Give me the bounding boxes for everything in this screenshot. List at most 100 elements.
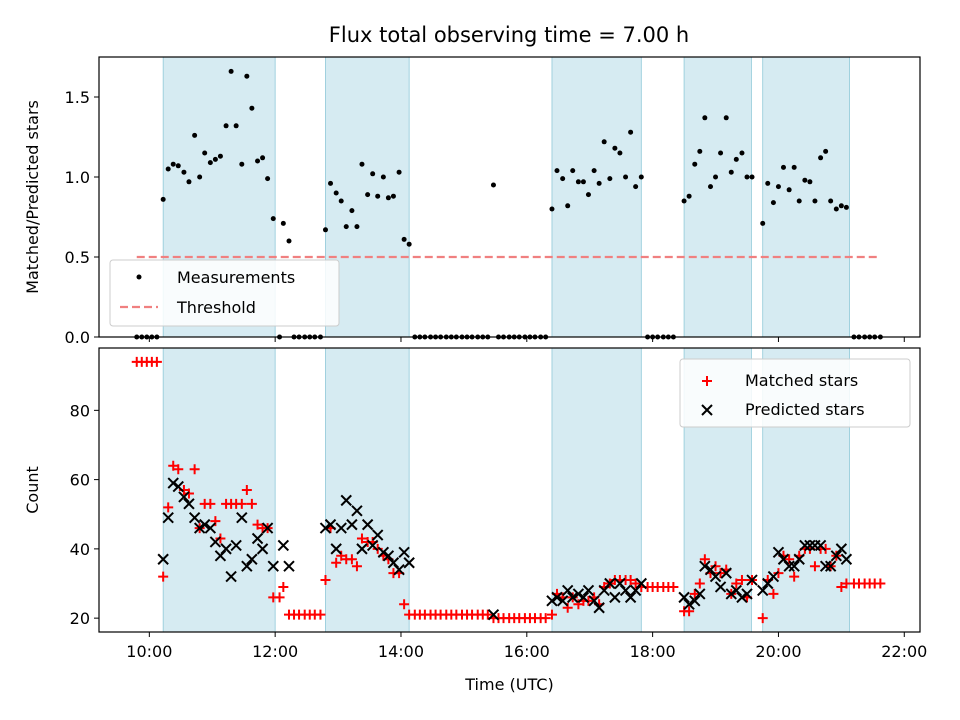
measurements-point-111 <box>723 115 729 121</box>
measurements-point-116 <box>749 174 755 180</box>
measurements-point-5 <box>160 196 166 202</box>
measurements-point-113 <box>733 156 739 162</box>
measurements-point-103 <box>681 198 687 204</box>
measurements-point-10 <box>186 179 192 185</box>
predicted-stars-point-41 <box>487 608 500 621</box>
predicted-stars-point-4 <box>178 491 190 503</box>
predicted-stars-point-15 <box>236 511 248 524</box>
legend-matched-marker <box>702 376 712 386</box>
measurements-point-52 <box>406 241 412 247</box>
predicted-stars-point-85 <box>814 539 827 552</box>
measurements-point-24 <box>260 155 266 161</box>
measurements-point-107 <box>702 115 708 121</box>
measurements-point-23 <box>255 158 261 164</box>
legend-measurements-marker <box>136 274 142 280</box>
y-axis-label: Count <box>23 466 42 514</box>
matched-stars-point-129 <box>820 543 831 554</box>
measurements-point-38 <box>333 190 339 196</box>
measurements-point-41 <box>349 208 355 214</box>
measurements-point-90 <box>607 176 613 182</box>
observing-interval-2 <box>325 347 410 633</box>
measurements-point-114 <box>739 150 745 156</box>
predicted-stars-point-86 <box>819 560 832 572</box>
measurements-point-132 <box>838 203 844 209</box>
predicted-stars-point-7 <box>193 522 206 534</box>
measurements-point-37 <box>328 180 334 186</box>
matched-stars-point-11 <box>189 464 200 475</box>
predicted-stars-point-27 <box>335 522 347 534</box>
measurements-point-22 <box>249 105 255 111</box>
observing-interval-3 <box>551 56 642 338</box>
matched-stars-point-67 <box>482 609 493 620</box>
measurements-point-88 <box>596 180 602 186</box>
predicted-stars-point-60 <box>678 591 690 604</box>
measurements-point-121 <box>780 164 786 170</box>
measurements-point-85 <box>580 179 586 185</box>
matched-stars-point-14 <box>205 498 216 509</box>
predicted-stars-point-89 <box>835 543 848 555</box>
matched-stars-point-5 <box>158 571 169 582</box>
predicted-stars-point-36 <box>382 550 395 562</box>
x-tick-label-1: 12:00 <box>252 642 298 661</box>
predicted-stars-point-35 <box>377 546 390 559</box>
measurements-point-47 <box>380 174 386 180</box>
matched-stars-point-106 <box>694 578 705 589</box>
predicted-stars-point-74 <box>757 584 769 597</box>
measurements-point-44 <box>365 192 371 198</box>
matched-stars-point-43 <box>356 533 367 544</box>
matched-stars-point-16 <box>215 533 226 544</box>
predicted-stars-point-32 <box>361 518 374 531</box>
predicted-stars-point-57 <box>624 591 637 604</box>
matched-stars-point-79 <box>546 609 557 620</box>
predicted-stars-point-88 <box>830 550 843 562</box>
matched-stars-point-113 <box>731 578 742 589</box>
measurements-point-126 <box>807 179 813 185</box>
matched-stars-point-38 <box>331 557 342 568</box>
predicted-stars-point-46 <box>567 591 579 604</box>
matched-stars-point-6 <box>163 502 174 513</box>
predicted-stars-point-18 <box>251 532 264 545</box>
matched-stars-point-4 <box>151 356 162 367</box>
predicted-stars-point-34 <box>371 529 384 541</box>
measurements-point-16 <box>217 153 223 159</box>
predicted-stars-point-66 <box>709 570 722 583</box>
measurements-point-112 <box>728 169 734 175</box>
predicted-stars-point-28 <box>340 494 352 507</box>
measurements-point-68 <box>490 182 496 188</box>
measurements-point-84 <box>575 179 581 185</box>
predicted-stars-point-10 <box>209 536 222 548</box>
predicted-stars-point-17 <box>246 553 258 565</box>
predicted-stars-point-26 <box>330 543 342 555</box>
measurements-point-115 <box>744 174 750 180</box>
measurements-point-86 <box>585 192 591 198</box>
matched-stars-point-39 <box>336 550 347 561</box>
predicted-stars-point-83 <box>804 539 816 552</box>
predicted-stars-point-24 <box>319 522 332 534</box>
predicted-stars-point-53 <box>604 577 616 590</box>
measurements-point-13 <box>202 150 208 156</box>
y-tick-label-0: 0.0 <box>65 328 90 347</box>
y-tick-label-0: 20 <box>70 609 90 628</box>
measurements-point-125 <box>802 177 808 183</box>
observing-interval-4 <box>683 56 752 338</box>
y-tick-label-2: 60 <box>70 471 90 490</box>
legend-predicted-label: Predicted stars <box>745 400 865 419</box>
predicted-stars-point-71 <box>736 591 748 604</box>
measurements-point-93 <box>623 174 629 180</box>
predicted-stars-point-56 <box>619 584 632 597</box>
predicted-stars-point-90 <box>840 553 853 565</box>
predicted-stars-point-72 <box>741 588 753 600</box>
predicted-stars-point-51 <box>593 602 605 614</box>
predicted-stars-point-54 <box>609 591 621 604</box>
measurements-point-96 <box>638 174 644 180</box>
matched-stars-point-127 <box>809 561 820 572</box>
x-axis-label: Time (UTC) <box>464 675 553 694</box>
predicted-stars-point-69 <box>725 588 737 600</box>
y-tick-label-3: 80 <box>70 401 90 420</box>
measurements-point-122 <box>786 187 792 193</box>
legend-bottom: Matched stars Predicted stars <box>679 358 911 428</box>
predicted-stars-point-3 <box>172 480 184 493</box>
matched-stars-point-27 <box>274 592 285 603</box>
predicted-stars-point-20 <box>261 522 274 534</box>
matched-stars-point-41 <box>346 554 357 565</box>
